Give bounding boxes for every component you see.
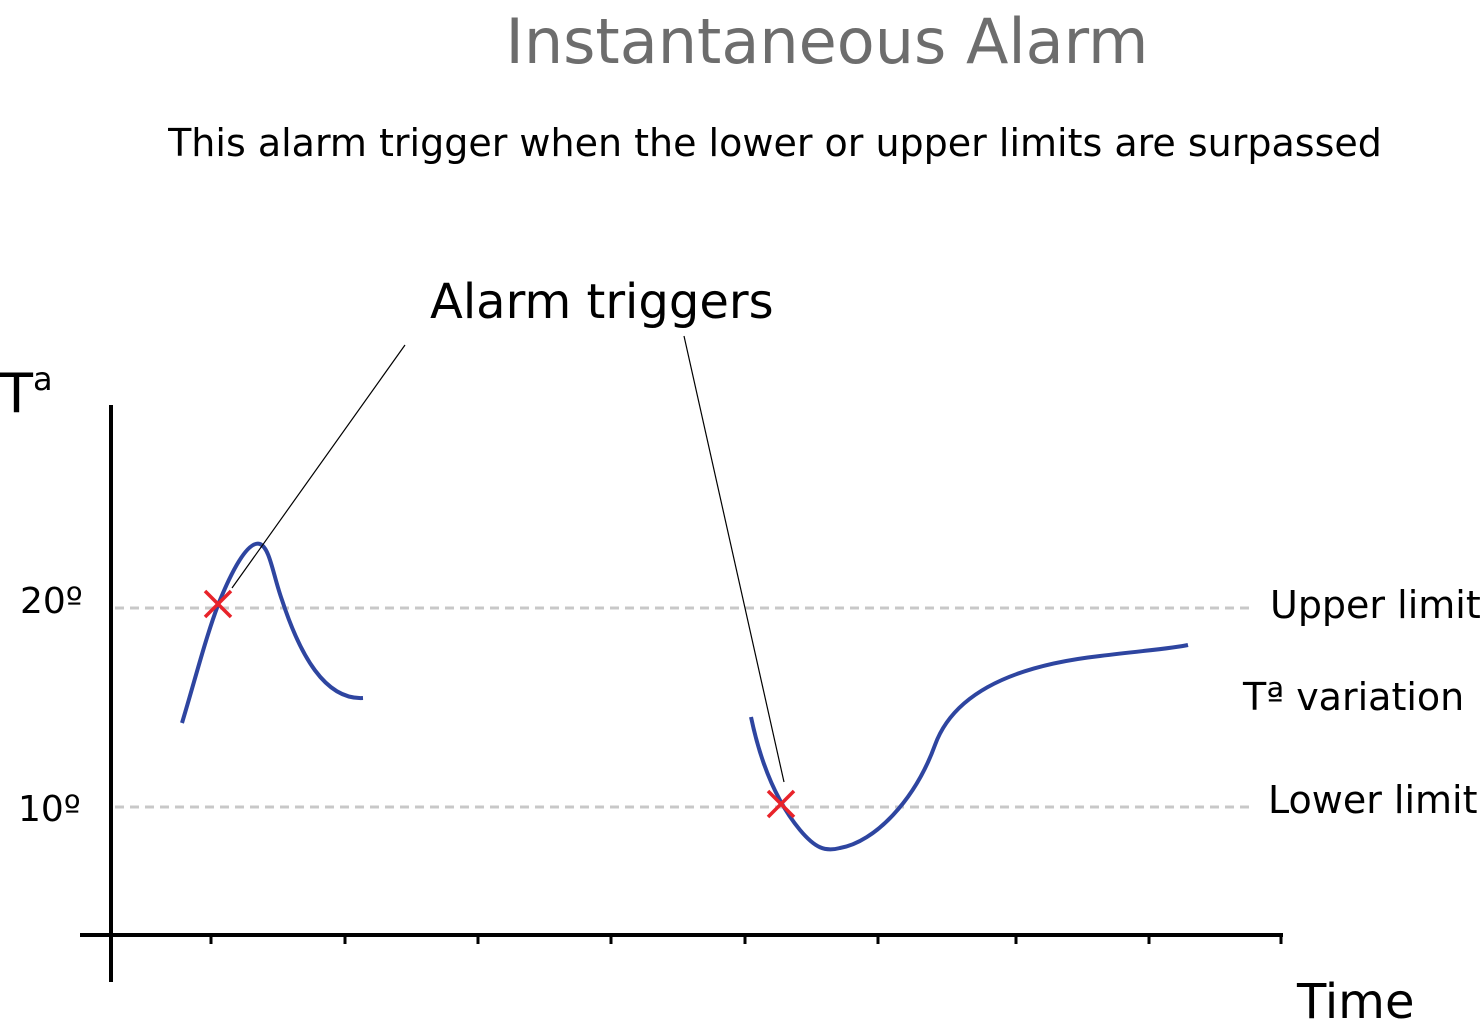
series-label: Tª variation xyxy=(1242,675,1464,719)
leader-line-1 xyxy=(231,344,406,589)
alarm-marker-lower xyxy=(766,789,796,819)
diagram-title: Instantaneous Alarm xyxy=(506,5,1149,78)
temperature-curve-1 xyxy=(180,541,364,724)
lower-limit-label: Lower limit xyxy=(1268,778,1478,822)
alarm-marker-upper xyxy=(203,589,233,619)
leader-line-2 xyxy=(683,335,785,783)
x-axis-ticks xyxy=(209,935,1283,944)
annotation-alarm-triggers: Alarm triggers xyxy=(430,274,774,330)
y-tick-10: 10º xyxy=(18,789,81,830)
x-axis-label: Time xyxy=(1296,974,1414,1030)
diagram-subtitle: This alarm trigger when the lower or upp… xyxy=(167,121,1382,165)
upper-limit-label: Upper limit xyxy=(1270,583,1481,627)
y-axis-label: Ta xyxy=(0,360,53,425)
y-tick-20: 20º xyxy=(20,581,83,622)
temperature-curve-2 xyxy=(749,643,1189,852)
